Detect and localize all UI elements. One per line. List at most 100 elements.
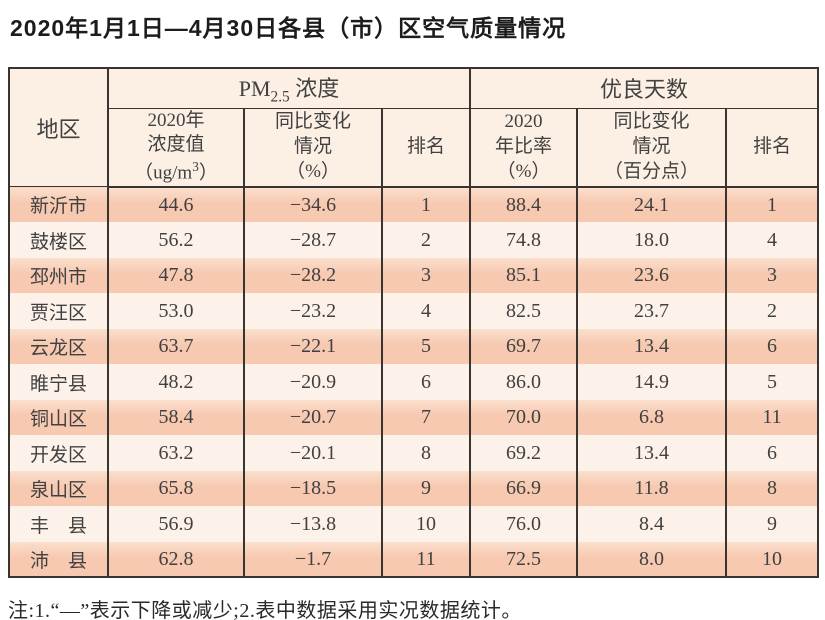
cell-good_change: 23.7 (576, 293, 727, 329)
footnote: 注:1.“—”表示下降或减少;2.表中数据采用实况数据统计。 (8, 600, 522, 620)
header-good-ratio-line2: 年比率 (494, 135, 552, 157)
cell-good_rank: 4 (724, 222, 820, 258)
table-row: 鼓楼区 56.2 −28.7 2 74.8 18.0 4 (8, 222, 820, 258)
cell-good_ratio: 85.1 (469, 257, 578, 294)
header-sub-row: 2020年 浓度值 （ug/m3） 同比变化 情况 （%） 排名 2020 年比… (9, 108, 820, 188)
cell-good_rank: 10 (724, 541, 820, 578)
cell-good_ratio: 72.5 (469, 541, 578, 578)
cell-good_ratio: 74.8 (469, 222, 578, 258)
cell-good_change: 14.9 (576, 364, 727, 400)
cell-region: 丰 县 (8, 506, 109, 542)
cell-good_change: 6.8 (576, 399, 727, 436)
table-row: 睢宁县 48.2 −20.9 6 86.0 14.9 5 (8, 364, 820, 400)
header-good-rank: 排名 (724, 108, 820, 188)
cell-pm_rank: 2 (381, 222, 471, 258)
cell-pm_value: 63.7 (107, 328, 245, 365)
cell-pm_rank: 10 (381, 506, 471, 542)
table-row: 云龙区 63.7 −22.1 5 69.7 13.4 6 (8, 328, 820, 365)
header-pm-change-line1: 同比变化 (274, 111, 351, 133)
cell-good_ratio: 86.0 (469, 364, 578, 400)
cell-good_change: 13.4 (576, 328, 727, 365)
cell-good_ratio: 66.9 (469, 470, 578, 507)
header-pm-value: 2020年 浓度值 （ug/m3） (107, 108, 245, 188)
cell-good_change: 8.4 (576, 506, 727, 542)
cell-good_ratio: 69.7 (469, 328, 578, 365)
header-good-change-line2: 情况 (632, 135, 671, 157)
cell-pm_rank: 9 (381, 470, 471, 507)
cell-pm_rank: 8 (381, 435, 471, 471)
table-row: 泉山区 65.8 −18.5 9 66.9 11.8 8 (8, 470, 820, 507)
header-good-change: 同比变化 情况 （百分点） (576, 108, 727, 188)
cell-good_rank: 1 (724, 186, 820, 223)
cell-pm_change: −13.8 (243, 506, 383, 542)
pm-label-subscript: 2.5 (270, 87, 290, 105)
header-region: 地区 (8, 68, 109, 188)
table-row: 贾汪区 53.0 −23.2 4 82.5 23.7 2 (8, 293, 820, 329)
header-group-good-days: 优良天数 (468, 68, 820, 109)
cell-pm_change: −20.7 (243, 399, 383, 436)
cell-pm_value: 58.4 (107, 399, 245, 436)
cell-pm_rank: 7 (381, 399, 471, 436)
cell-good_rank: 6 (724, 435, 820, 471)
header-group-row: 地区 PM2.5 浓度 优良天数 (8, 68, 820, 188)
table-row: 丰 县 56.9 −13.8 10 76.0 8.4 9 (8, 506, 820, 542)
unit-superscript: 3 (192, 158, 199, 174)
air-quality-table: 地区 PM2.5 浓度 优良天数 2020年 浓度值 （ug/m3） 同比变化 … (8, 67, 820, 579)
cell-pm_value: 44.6 (107, 186, 245, 223)
header-good-ratio-unit: （%） (496, 160, 551, 182)
cell-good_ratio: 70.0 (469, 399, 578, 436)
cell-good_ratio: 76.0 (469, 506, 578, 542)
cell-region: 开发区 (8, 435, 109, 471)
cell-pm_change: −28.2 (243, 257, 383, 294)
cell-pm_rank: 5 (381, 328, 471, 365)
cell-region: 沛 县 (8, 541, 109, 578)
cell-pm_change: −1.7 (243, 541, 383, 578)
unit-prefix: （ug/m (134, 162, 193, 184)
cell-pm_change: −34.6 (243, 186, 383, 223)
cell-good_ratio: 82.5 (469, 293, 578, 329)
cell-good_rank: 5 (724, 364, 820, 400)
cell-pm_change: −28.7 (243, 222, 383, 258)
table-header: 地区 PM2.5 浓度 优良天数 2020年 浓度值 （ug/m3） 同比变化 … (8, 68, 820, 188)
cell-region: 睢宁县 (8, 364, 109, 400)
cell-good_change: 24.1 (576, 186, 727, 223)
cell-pm_rank: 6 (381, 364, 471, 400)
header-good-change-line1: 同比变化 (613, 111, 690, 133)
cell-good_ratio: 88.4 (469, 186, 578, 223)
header-pm-value-unit: （ug/m3） (110, 158, 242, 185)
cell-region: 新沂市 (8, 186, 109, 223)
cell-pm_rank: 1 (381, 186, 471, 223)
cell-pm_value: 53.0 (107, 293, 245, 329)
cell-pm_rank: 4 (381, 293, 471, 329)
cell-pm_value: 48.2 (107, 364, 245, 400)
table-row: 沛 县 62.8 −1.7 11 72.5 8.0 10 (8, 541, 820, 578)
page-title: 2020年1月1日—4月30日各县（市）区空气质量情况 (10, 15, 567, 41)
header-pm-value-line1: 2020年 (147, 109, 205, 131)
pm-label-suffix: 浓度 (289, 75, 340, 101)
cell-good_rank: 11 (724, 399, 820, 436)
header-good-ratio: 2020 年比率 （%） (469, 108, 578, 188)
cell-region: 邳州市 (8, 257, 109, 294)
cell-good_rank: 6 (724, 328, 820, 365)
cell-good_change: 18.0 (576, 222, 727, 258)
cell-pm_change: −20.9 (243, 364, 383, 400)
cell-pm_value: 65.8 (107, 470, 245, 507)
cell-region: 贾汪区 (8, 293, 109, 329)
cell-pm_value: 56.9 (107, 506, 245, 542)
cell-good_rank: 8 (724, 470, 820, 507)
header-pm-value-line2: 浓度值 (147, 134, 205, 156)
cell-good_change: 23.6 (576, 257, 727, 294)
table-row: 铜山区 58.4 −20.7 7 70.0 6.8 11 (8, 399, 820, 436)
table-row: 开发区 63.2 −20.1 8 69.2 13.4 6 (8, 435, 820, 471)
cell-pm_value: 62.8 (107, 541, 245, 578)
cell-pm_rank: 11 (381, 541, 471, 578)
cell-good_change: 13.4 (576, 435, 727, 471)
pm-label-prefix: PM (238, 75, 271, 101)
table-row: 邳州市 47.8 −28.2 3 85.1 23.6 3 (8, 257, 820, 294)
unit-suffix: ） (198, 162, 218, 184)
header-pm-change-unit: （%） (286, 160, 340, 182)
cell-pm_value: 56.2 (107, 222, 245, 258)
cell-good_ratio: 69.2 (469, 435, 578, 471)
cell-region: 铜山区 (8, 399, 109, 436)
